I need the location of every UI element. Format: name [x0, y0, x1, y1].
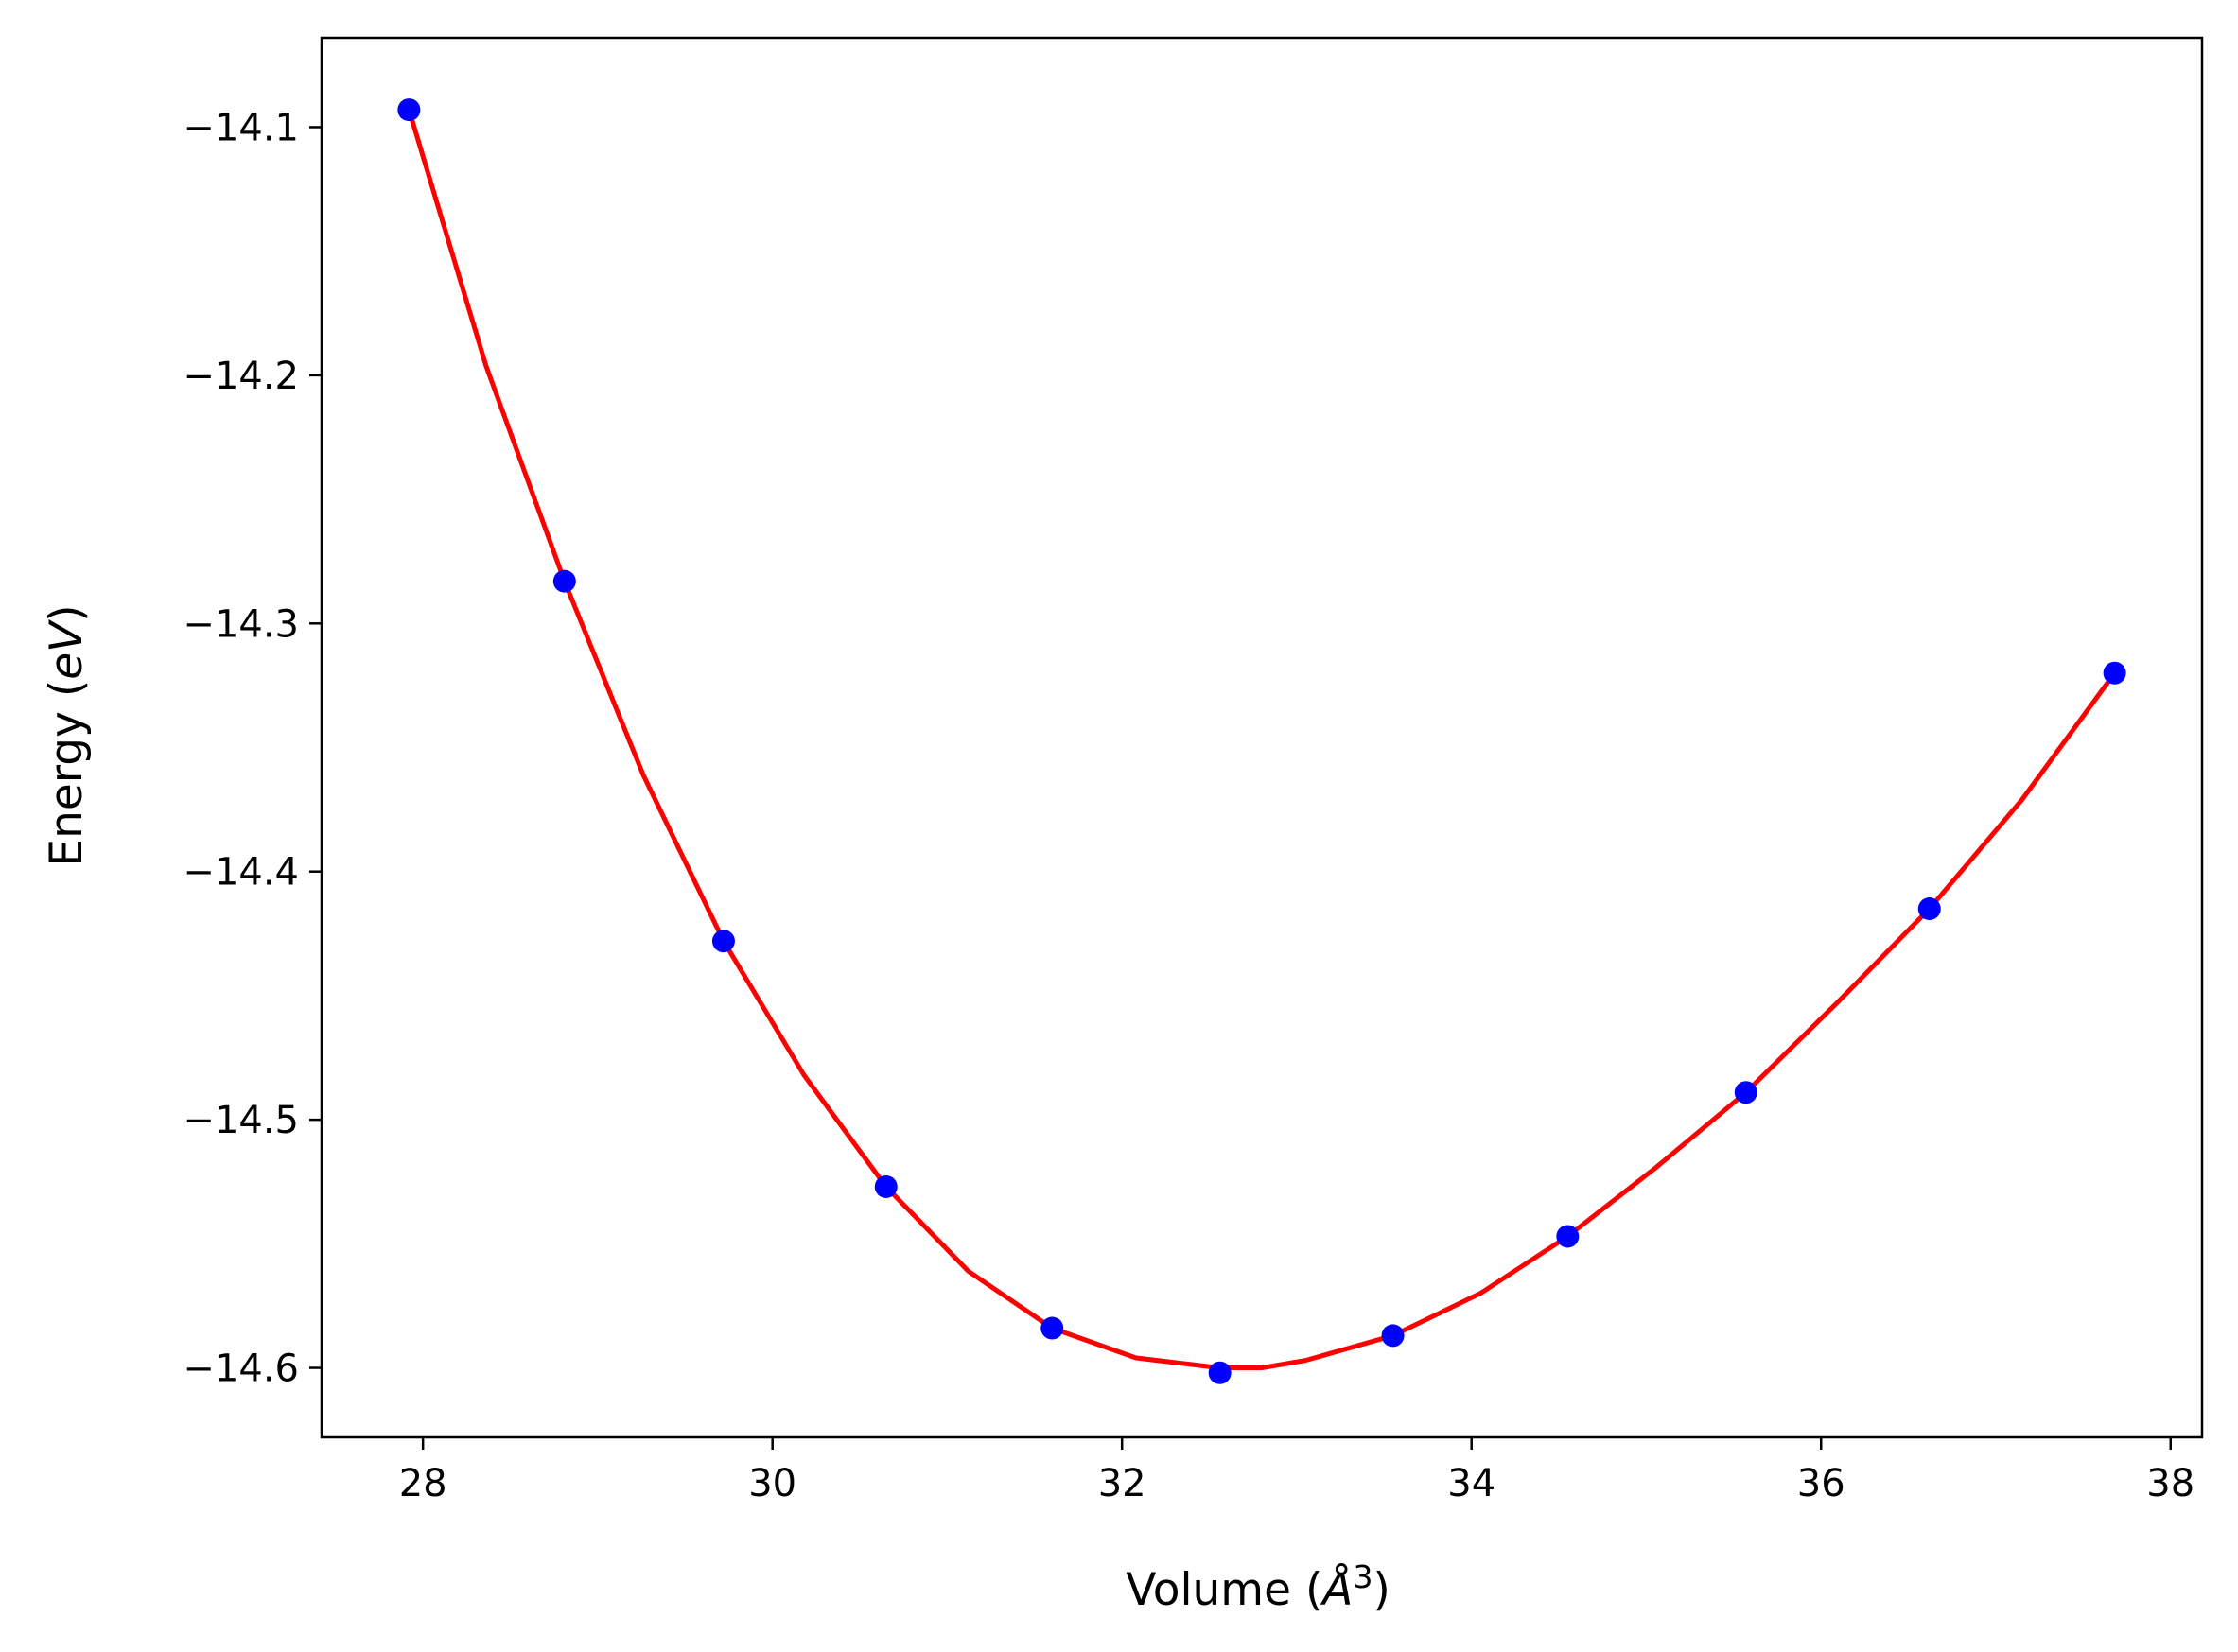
data-point-1	[397, 98, 421, 122]
y-axis-label-prefix: Energy (	[41, 680, 93, 867]
y-tick-label: −14.4	[183, 851, 299, 895]
data-point-6	[1208, 1361, 1232, 1384]
x-axis-label-superscript: 3	[1353, 1558, 1373, 1595]
data-point-2	[552, 569, 576, 593]
x-axis-label: Volume (Å3)	[1126, 1558, 1390, 1616]
y-axis-label: Energy (eV)	[41, 604, 93, 866]
y-axis-label-unit: eV	[41, 619, 93, 680]
x-tick-label: 30	[748, 1462, 796, 1505]
data-point-9	[1734, 1081, 1757, 1104]
axes: 28 30 32 34 36 38 −14.1 −14.2 −14.3 −14.4 −14.5 −14…	[183, 36, 2204, 1505]
data-point-4	[874, 1174, 898, 1198]
x-tick-label: 34	[1447, 1462, 1495, 1505]
y-axis-label-suffix: )	[41, 604, 93, 621]
data-point-3	[711, 930, 735, 953]
data-point-8	[1556, 1225, 1580, 1248]
plot-area	[397, 98, 2126, 1384]
y-tick-label: −14.6	[183, 1348, 299, 1391]
y-tick-label: −14.1	[183, 106, 299, 149]
data-point-11	[2103, 661, 2126, 685]
x-axis-label-prefix: Volume (	[1126, 1564, 1322, 1616]
fit-curve-line	[406, 107, 2118, 1371]
data-point-10	[1917, 897, 1941, 921]
axes-frame	[320, 36, 2204, 1439]
x-axis-label-symbol: Å	[1320, 1564, 1353, 1616]
x-tick-label: 28	[399, 1462, 447, 1505]
y-tick-label: −14.2	[183, 355, 299, 398]
y-tick-label: −14.5	[183, 1099, 299, 1142]
x-tick-label: 38	[2146, 1462, 2194, 1505]
x-axis-label-suffix: )	[1373, 1564, 1390, 1616]
x-tick-label: 32	[1098, 1462, 1146, 1505]
data-point-7	[1381, 1324, 1405, 1348]
y-tick-label: −14.3	[183, 602, 299, 646]
x-tick-label: 36	[1797, 1462, 1845, 1505]
series-group	[397, 98, 2126, 1384]
data-point-5	[1040, 1316, 1064, 1340]
